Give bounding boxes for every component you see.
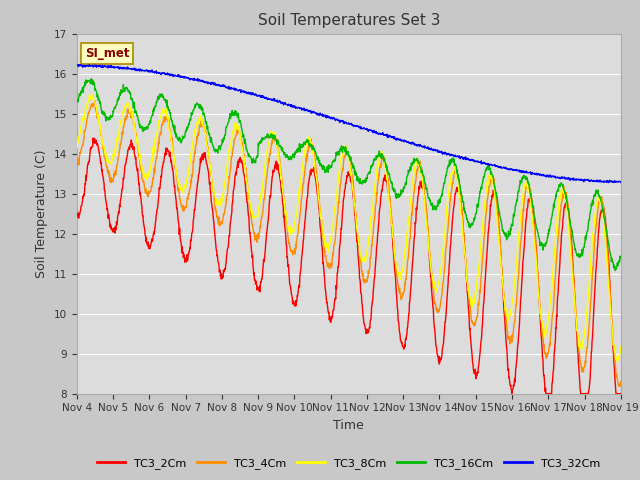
X-axis label: Time: Time (333, 419, 364, 432)
Title: Soil Temperatures Set 3: Soil Temperatures Set 3 (257, 13, 440, 28)
Legend: TC3_2Cm, TC3_4Cm, TC3_8Cm, TC3_16Cm, TC3_32Cm: TC3_2Cm, TC3_4Cm, TC3_8Cm, TC3_16Cm, TC3… (93, 453, 605, 473)
Y-axis label: Soil Temperature (C): Soil Temperature (C) (35, 149, 48, 278)
Text: SI_met: SI_met (85, 47, 129, 60)
